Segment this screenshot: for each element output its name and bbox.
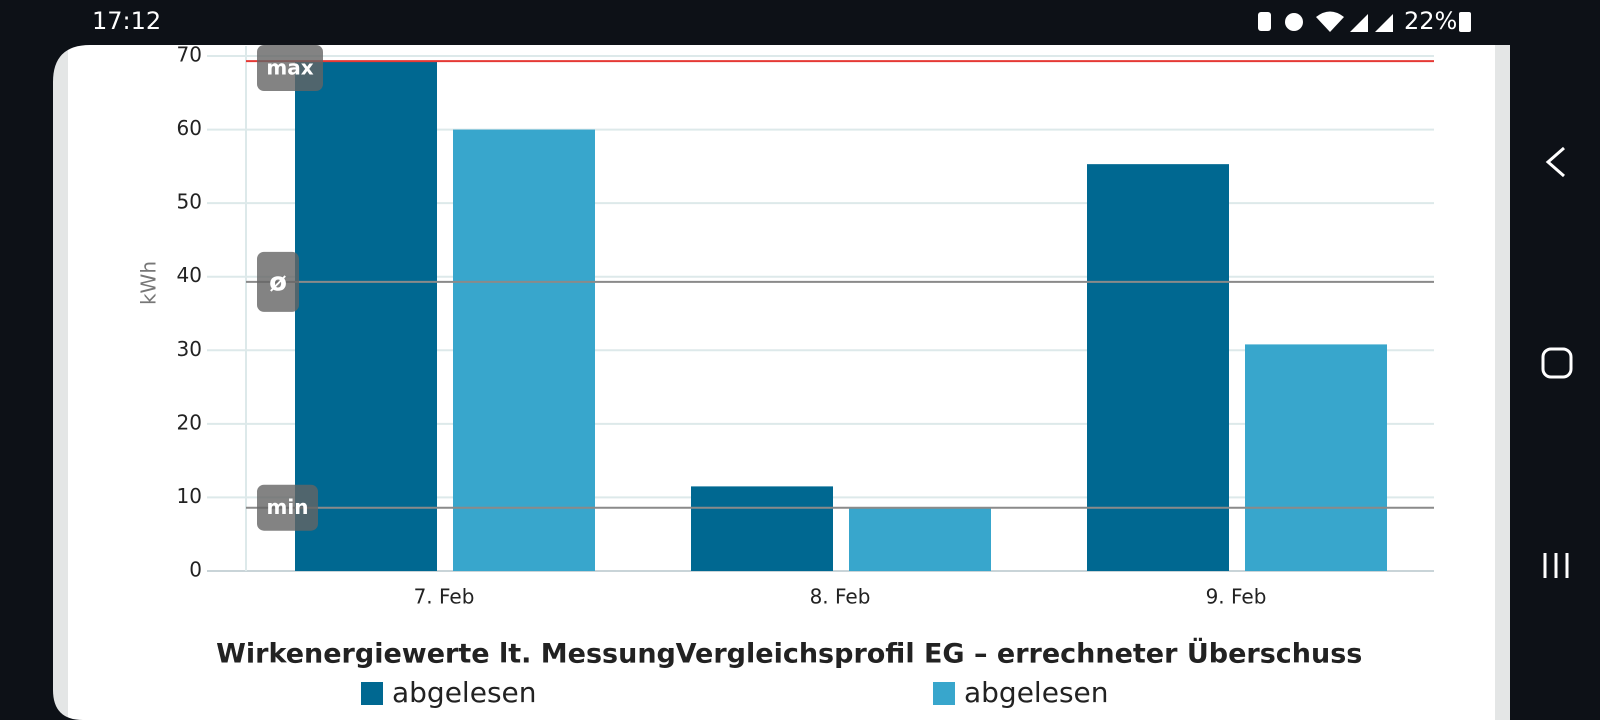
legend-group-title: Wirkenergiewerte lt. Messung: [216, 639, 676, 670]
icon: [1258, 12, 1271, 31]
reference-label: max: [266, 56, 313, 80]
status-battery: 22%: [1404, 7, 1457, 35]
status-icons: [1258, 11, 1471, 32]
bar: [1245, 344, 1387, 571]
nav-home[interactable]: [1541, 347, 1573, 379]
bar: [849, 507, 991, 571]
x-tick-label: 9. Feb: [1206, 585, 1267, 609]
y-tick-label: 30: [177, 337, 202, 361]
chart: 0 10 20 30 40 50 60 70 7. Feb 8. Feb 9. Feb max ø min…: [177, 43, 1434, 709]
status-time: 17:12: [92, 7, 161, 35]
legend-entry: abgelesen: [964, 676, 1109, 709]
legend-swatch: [933, 682, 955, 705]
card-edge: [1495, 40, 1510, 720]
bar: [295, 61, 437, 572]
reference-label-box: [257, 484, 318, 531]
reference-label: ø: [269, 267, 287, 297]
icon: [1350, 14, 1368, 32]
reference-label-box: [257, 251, 299, 312]
icon: [1285, 13, 1303, 31]
reference-label: min: [267, 495, 309, 519]
nav-back[interactable]: [1545, 146, 1565, 178]
icon: [1316, 11, 1344, 32]
bar: [1087, 164, 1229, 571]
y-tick-label: 70: [177, 43, 202, 67]
legend-swatch: [361, 682, 383, 705]
legend-group-title: Vergleichsprofil EG – errechneter Übersc…: [676, 637, 1363, 670]
battery-icon: [1459, 12, 1471, 32]
x-tick-label: 7. Feb: [414, 585, 475, 609]
legend-entry: abgelesen: [392, 676, 537, 709]
x-tick-label: 8. Feb: [810, 585, 871, 609]
y-tick-label: 60: [177, 116, 202, 140]
y-tick-label: 0: [189, 558, 202, 582]
y-tick-label: 20: [177, 410, 202, 434]
y-axis-label: kWh: [137, 261, 161, 305]
card-edge: [53, 40, 68, 720]
y-tick-label: 10: [177, 484, 202, 508]
bar: [691, 486, 833, 571]
reference-label-box: [257, 45, 323, 91]
icon: [1375, 14, 1393, 32]
nav-recents[interactable]: [1543, 553, 1569, 578]
y-tick-label: 40: [177, 263, 202, 287]
bar: [453, 129, 595, 572]
y-tick-label: 50: [177, 190, 202, 214]
